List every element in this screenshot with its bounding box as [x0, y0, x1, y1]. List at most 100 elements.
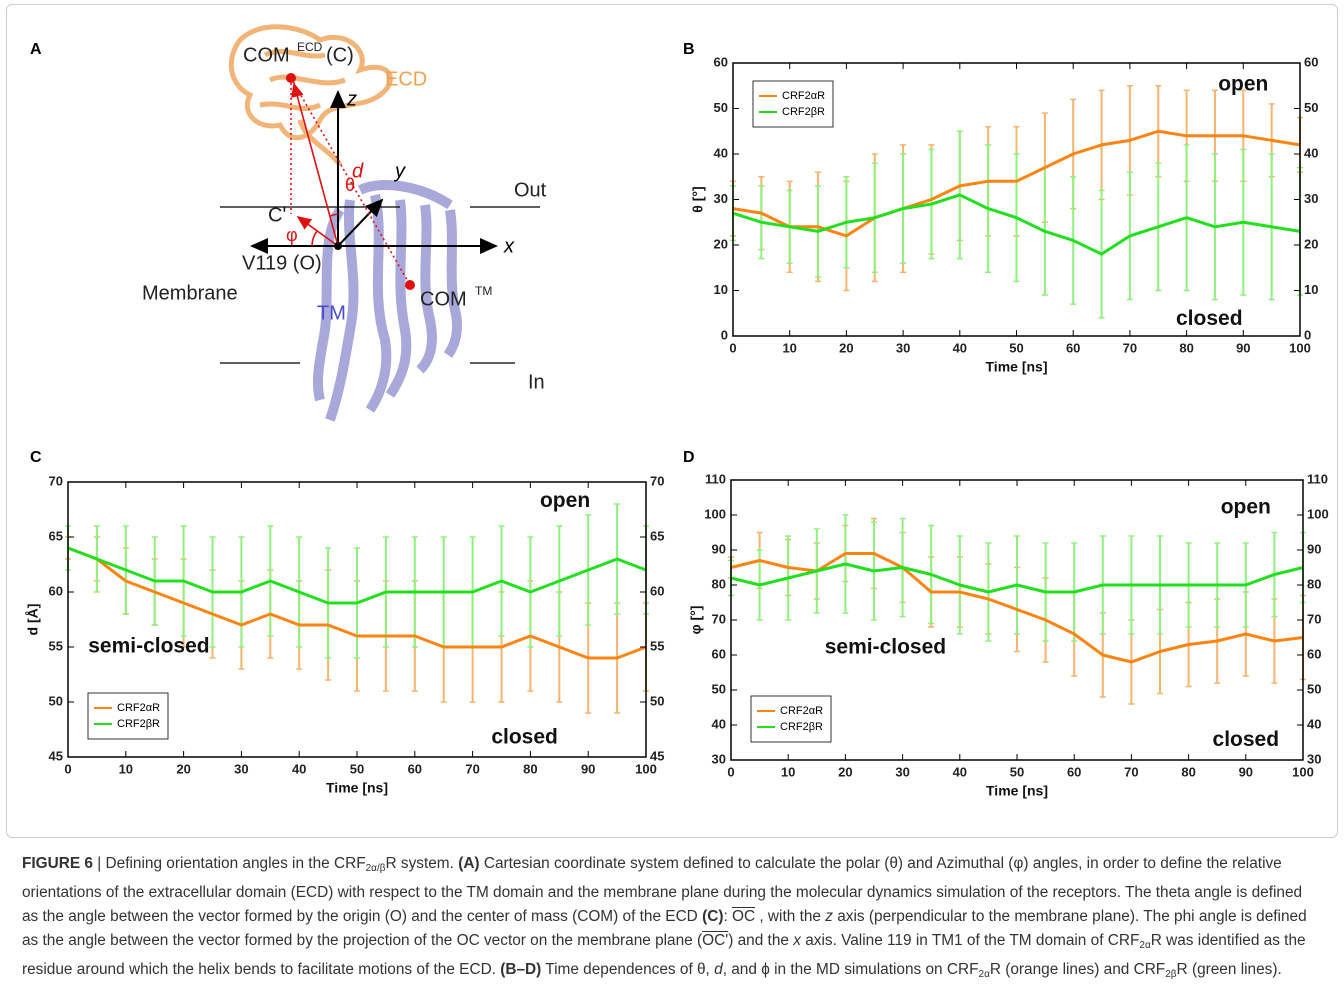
legend-box	[752, 80, 834, 128]
caption-run: (C)	[702, 908, 724, 925]
y-tick-label: 65	[49, 528, 63, 543]
panel-label: B	[683, 41, 695, 58]
y2-tick-label: 70	[650, 473, 664, 488]
x-tick-label: 50	[1010, 764, 1024, 779]
caption-run: axis. Valine 119 in TM1 of the TM domain…	[800, 932, 1140, 949]
y-tick-label: 70	[49, 473, 63, 488]
caption-run: R system.	[385, 855, 459, 872]
caption-run: | Defining orientation angles in the CRF	[92, 855, 366, 872]
y-tick-label: 10	[714, 282, 728, 297]
series-line	[730, 562, 1304, 594]
y-label: y	[393, 160, 406, 182]
com-tm-point	[405, 280, 415, 290]
caption-run: Time dependences of θ,	[541, 961, 715, 978]
y2-tick-label: 80	[1307, 576, 1321, 591]
x-tick-label: 60	[1066, 340, 1080, 355]
x-tick-label: 0	[64, 761, 71, 776]
series-line	[67, 546, 647, 605]
com-ecd-tail: (C)	[326, 44, 354, 66]
y-tick-label: 40	[714, 145, 728, 160]
x-tick-label: 70	[1124, 764, 1138, 779]
caption-run: d	[714, 961, 723, 978]
legend-label: CRF2αR	[117, 702, 160, 714]
caption-run: x	[793, 932, 801, 949]
x-tick-label: 60	[1067, 764, 1081, 779]
caption-run: FIGURE 6	[22, 855, 93, 872]
x-tick-label: 10	[119, 761, 133, 776]
y-tick-label: 60	[714, 54, 728, 69]
x-tick-label: 0	[727, 764, 734, 779]
series-line	[67, 546, 647, 660]
d-label: d	[352, 160, 364, 182]
x-axis-label: Time [ns]	[986, 783, 1048, 799]
series-line	[730, 552, 1304, 664]
legend-label: CRF2βR	[117, 718, 160, 730]
x-tick-label: 50	[350, 761, 364, 776]
x-tick-label: 10	[782, 340, 796, 355]
y2-tick-label: 50	[650, 693, 664, 708]
y-tick-label: 60	[712, 646, 726, 661]
y2-tick-label: 20	[1304, 236, 1318, 251]
x-tick-label: 90	[581, 761, 595, 776]
x-label: x	[503, 235, 515, 257]
y2-tick-label: 100	[1307, 506, 1329, 521]
com-ecd-sup: ECD	[297, 40, 323, 54]
y-axis-label: θ [°]	[690, 186, 706, 212]
phi-label: φ	[286, 225, 298, 245]
annotation: closed	[491, 725, 558, 748]
y-tick-label: 20	[714, 236, 728, 251]
ecd-structure	[228, 24, 393, 167]
panel-label: C	[30, 449, 42, 466]
com-ecd-point	[286, 73, 296, 83]
y-tick-label: 30	[714, 191, 728, 206]
caption-run: , and ϕ in the MD simulations on CRF	[722, 961, 979, 978]
theta-label: θ	[345, 175, 355, 195]
tm-label: TM	[317, 302, 346, 324]
annotation: open	[1221, 496, 1271, 519]
x-tick-label: 30	[896, 340, 910, 355]
origin-label: V119 (O)	[242, 252, 322, 274]
y2-tick-label: 40	[1304, 145, 1318, 160]
y-tick-label: 55	[49, 638, 63, 653]
y-tick-label: 100	[704, 506, 726, 521]
y2-tick-label: 55	[650, 638, 664, 653]
y-tick-label: 70	[712, 611, 726, 626]
caption-run: R (green lines).	[1176, 961, 1282, 978]
y2-tick-label: 110	[1307, 471, 1328, 486]
x-tick-label: 20	[838, 764, 852, 779]
caption-run: OC'	[702, 932, 729, 949]
y-tick-label: 45	[49, 748, 63, 763]
x-tick-label: 90	[1236, 340, 1250, 355]
y2-tick-label: 10	[1304, 282, 1318, 297]
caption-run: 2β	[1165, 969, 1177, 980]
com-tm-label: COM	[420, 288, 467, 310]
y2-tick-label: 50	[1307, 681, 1321, 696]
caption-run: 2α/β	[365, 863, 386, 874]
panel-label: A	[30, 41, 42, 58]
caption-run: , with the	[755, 908, 826, 925]
x-tick-label: 70	[465, 761, 479, 776]
y-tick-label: 80	[712, 576, 726, 591]
x-tick-label: 100	[635, 761, 657, 776]
legend-label: CRF2αR	[782, 90, 825, 102]
caption-run: ) and the	[728, 932, 794, 949]
y-tick-label: 60	[49, 583, 63, 598]
caption: FIGURE 6 | Defining orientation angles i…	[22, 852, 1322, 987]
x-tick-label: 80	[1179, 340, 1193, 355]
y-tick-label: 90	[712, 541, 726, 556]
in-label: In	[528, 371, 545, 393]
y2-tick-label: 60	[1307, 646, 1321, 661]
y2-tick-label: 50	[1304, 100, 1318, 115]
x-tick-label: 20	[839, 340, 853, 355]
y-tick-label: 50	[714, 100, 728, 115]
caption-run: :	[723, 908, 733, 925]
legend-box	[87, 692, 169, 740]
vectors	[290, 77, 411, 286]
annotation: closed	[1213, 728, 1280, 751]
y2-tick-label: 65	[650, 528, 664, 543]
caption-run: OC	[732, 908, 756, 925]
caption-run: Cartesian coordinate system defined to c…	[22, 855, 1303, 925]
x-tick-label: 80	[523, 761, 537, 776]
y-tick-label: 40	[712, 716, 726, 731]
